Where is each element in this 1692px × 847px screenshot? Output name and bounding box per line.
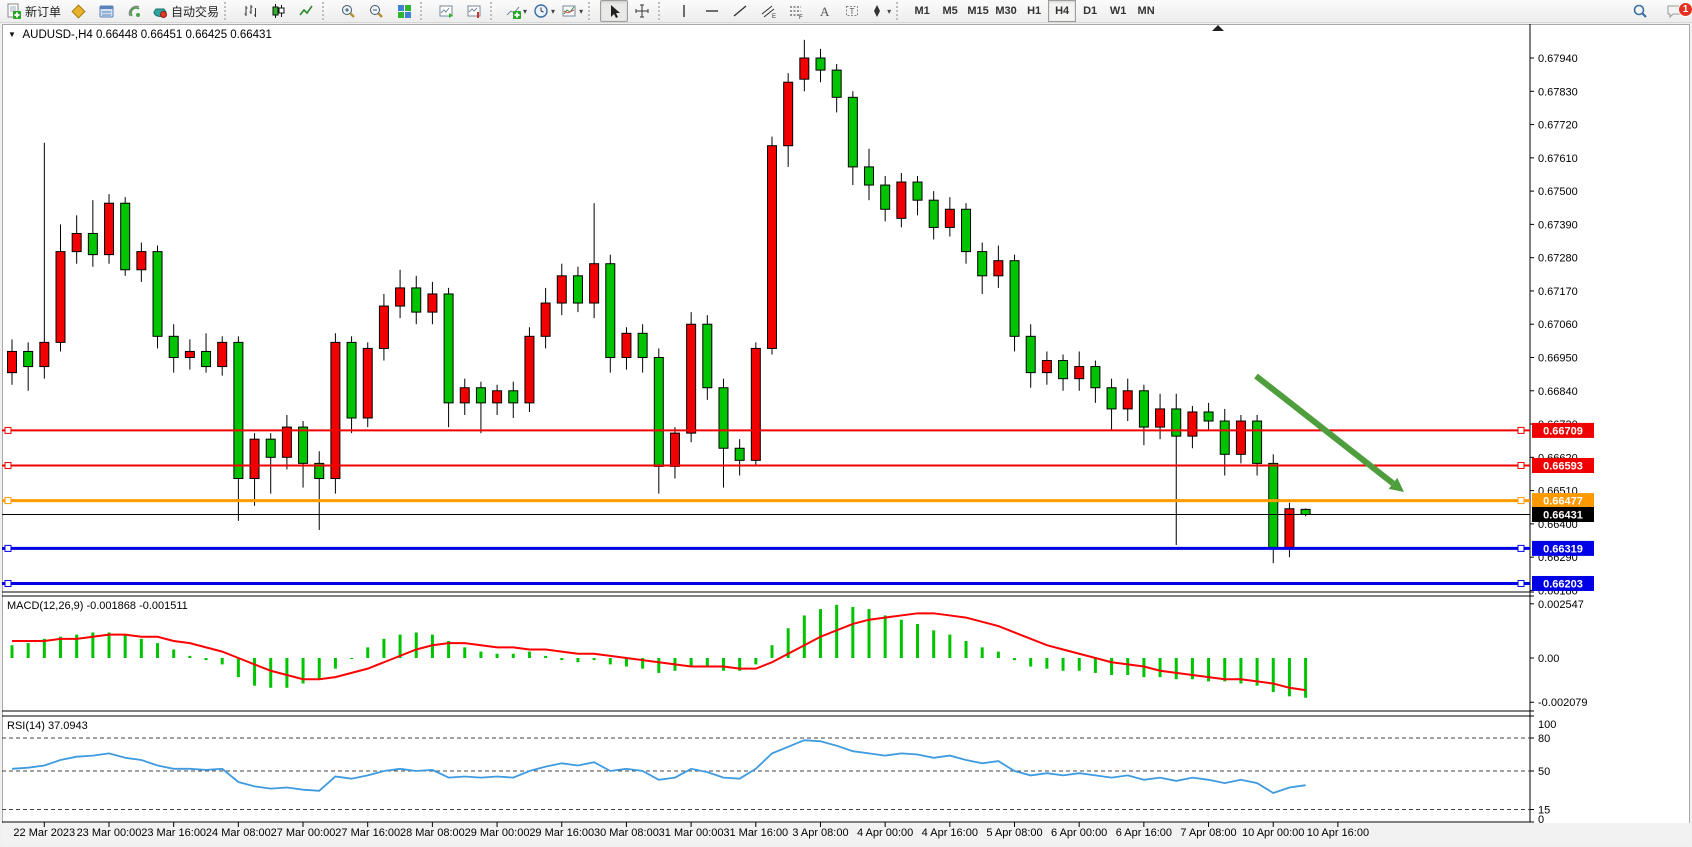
blue-chart-icon (99, 5, 114, 17)
chevron-down-icon: ▾ (579, 6, 584, 16)
new-order-button[interactable]: 新订单 (2, 0, 64, 22)
candlestick-chart-button[interactable] (264, 0, 292, 22)
timeframe-d1-button[interactable]: D1 (1083, 5, 1098, 17)
zoom-out-icon (369, 4, 383, 18)
chevron-down-icon[interactable]: ▼ (8, 30, 16, 39)
bars-icon (244, 4, 256, 17)
signal-icon (128, 5, 140, 17)
deposit-icon-button[interactable] (64, 0, 92, 22)
toolbar-separator (658, 2, 666, 20)
text-button[interactable]: A (810, 0, 838, 22)
timeframe-m1-button[interactable]: M1 (914, 5, 930, 17)
chat-button[interactable]: 1 (1660, 1, 1692, 23)
fibonacci-button[interactable]: F (782, 0, 810, 22)
equidistant-channel-button[interactable]: E (754, 0, 782, 22)
template-icon (562, 5, 576, 16)
zoom-in-icon (341, 4, 355, 18)
cursor-button[interactable] (600, 0, 629, 22)
auto-trading-button-label: 自动交易 (171, 4, 220, 19)
timeframe-m15-button[interactable]: M15 (967, 5, 989, 17)
toolbar-separator (896, 2, 904, 20)
candle-icon (272, 3, 285, 18)
text-icon: A (820, 4, 830, 19)
timeframe-w1-button[interactable]: W1 (1109, 5, 1127, 17)
macd-indicator-label: MACD(12,26,9) -0.001868 -0.001511 (7, 600, 188, 612)
toolbar-separator (322, 2, 330, 20)
crosshair-button[interactable] (628, 0, 656, 22)
timeframe-mn-button[interactable]: MN (1137, 5, 1155, 17)
gold-box-icon (70, 3, 86, 19)
cursor-icon (610, 4, 620, 18)
svg-text:T: T (849, 7, 854, 16)
indicators-button[interactable]: ▾ (502, 0, 530, 22)
chart-shift-button[interactable] (460, 0, 488, 22)
time-axis-strip[interactable] (2, 823, 1690, 845)
charts-window-button[interactable] (92, 0, 120, 22)
signals-button[interactable] (120, 0, 148, 22)
timeframe-m5-button[interactable]: M5 (942, 5, 958, 17)
templates-button[interactable]: ▾ (558, 0, 586, 22)
chat-badge: 1 (1678, 1, 1692, 17)
new-order-button-label: 新订单 (25, 4, 62, 19)
autotrade-icon (153, 8, 168, 18)
timeframe-h4-button[interactable]: H4 (1048, 0, 1077, 22)
svg-text:A: A (820, 4, 830, 19)
fibo-icon: F (789, 6, 803, 20)
doc-plus-icon (7, 3, 21, 19)
linechart-icon (298, 5, 313, 15)
search-button[interactable] (1626, 1, 1654, 23)
chevron-down-icon: ▾ (887, 6, 892, 16)
chevron-down-icon: ▾ (523, 6, 528, 16)
toolbar-separator (224, 2, 232, 20)
crosshair-icon (635, 4, 649, 17)
chart-title: ▼ AUDUSD-,H4 0.66448 0.66451 0.66425 0.6… (8, 29, 272, 41)
timeframe-h1-button[interactable]: H1 (1027, 5, 1042, 17)
chart-window (2, 24, 1690, 845)
toolbar-separator (420, 2, 428, 20)
rsi-indicator-label: RSI(14) 37.0943 (7, 720, 88, 732)
trendline-button[interactable] (726, 0, 754, 22)
autoscroll-icon (439, 5, 453, 18)
toolbar-separator (588, 2, 596, 20)
auto-scroll-button[interactable] (432, 0, 460, 22)
arrows-icon (874, 4, 881, 17)
indicators-icon (506, 6, 522, 19)
trend-icon (733, 4, 747, 17)
periods-button[interactable]: ▾ (530, 0, 558, 22)
vertical-line-button[interactable] (670, 0, 698, 22)
label-icon: T (845, 5, 858, 16)
label-button[interactable]: T (838, 0, 866, 22)
tile-windows-button[interactable] (390, 0, 418, 22)
chart-ohlc-values: 0.66448 0.66451 0.66425 0.66431 (95, 29, 272, 41)
zoom-in-button[interactable] (334, 0, 362, 22)
chevron-down-icon: ▾ (551, 6, 556, 16)
chartshift-icon (467, 5, 481, 18)
hline-icon (705, 9, 718, 12)
auto-trading-button[interactable]: 自动交易 (148, 0, 222, 22)
channel-icon: E (761, 5, 776, 20)
chart-symbol-period: AUDUSD-,H4 (22, 29, 93, 41)
zoom-out-button[interactable] (362, 0, 390, 22)
svg-text:F: F (799, 15, 803, 20)
main-toolbar: 新订单 自动交易 ▾ ▾ ▾ E F A T ▾ M1 M5 M15 M30 H1 H4 D1 W1 MN 1 (0, 0, 1692, 23)
tiles-icon (397, 4, 411, 18)
toolbar-separator (490, 2, 498, 20)
timeframe-m30-button[interactable]: M30 (995, 5, 1017, 17)
clock-icon (534, 3, 548, 18)
svg-text:E: E (772, 14, 776, 20)
horizontal-line-button[interactable] (698, 0, 726, 22)
vline-icon (682, 4, 685, 17)
arrows-button[interactable]: ▾ (866, 0, 894, 22)
line-chart-button[interactable] (292, 0, 320, 22)
search-icon (1633, 4, 1647, 18)
bar-chart-button[interactable] (236, 0, 264, 22)
